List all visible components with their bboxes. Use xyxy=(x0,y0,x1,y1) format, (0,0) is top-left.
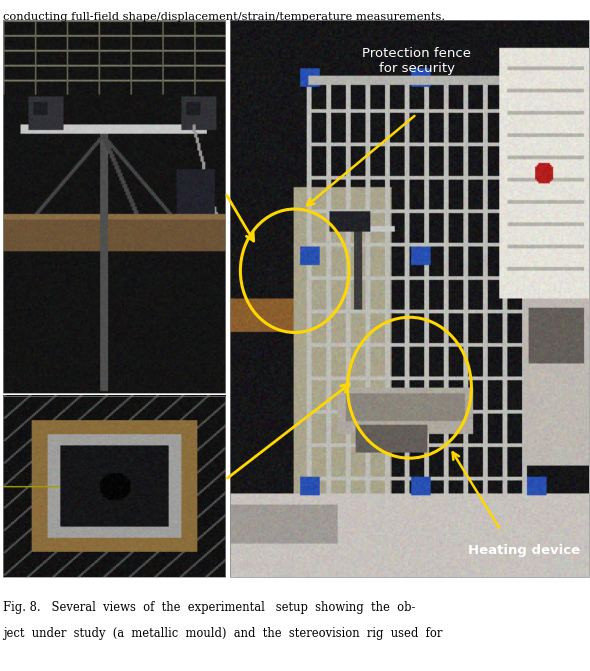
Text: Heating device: Heating device xyxy=(468,544,581,557)
Text: conducting full-field shape/displacement/strain/temperature measurements.: conducting full-field shape/displacement… xyxy=(3,12,445,22)
Bar xyxy=(3,20,225,393)
Text: Fig. 8.   Several  views  of  the  experimental   setup  showing  the  ob-: Fig. 8. Several views of the experimenta… xyxy=(3,601,415,613)
Bar xyxy=(230,20,589,577)
Bar xyxy=(3,396,225,577)
Text: ject  under  study  (a  metallic  mould)  and  the  stereovision  rig  used  for: ject under study (a metallic mould) and … xyxy=(3,627,442,640)
Text: Protection fence
for security: Protection fence for security xyxy=(362,47,471,75)
